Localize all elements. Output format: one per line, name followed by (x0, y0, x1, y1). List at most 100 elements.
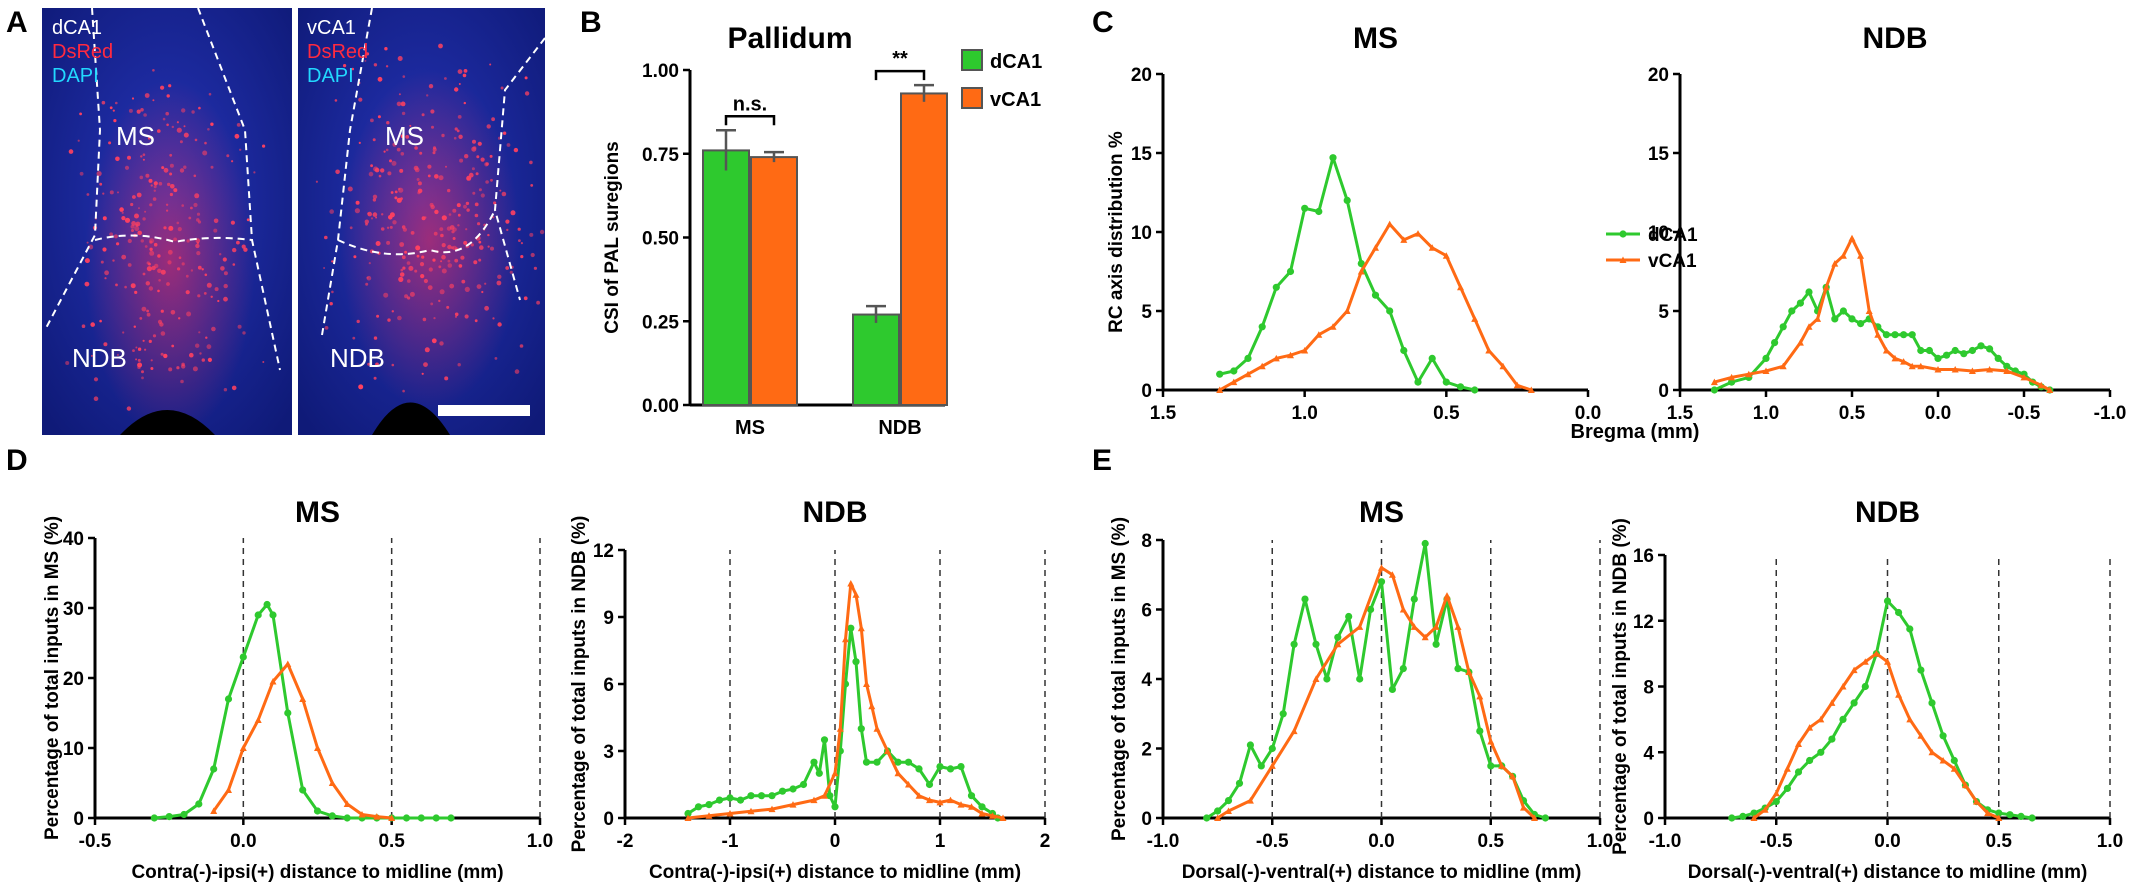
data-point-vca1 (1244, 370, 1252, 378)
data-point-dca1 (1951, 346, 1959, 355)
data-point-dca1 (705, 801, 713, 809)
x-tick-label: 1.0 (2097, 831, 2123, 852)
region-outline-right (321, 7, 546, 336)
data-point-dca1 (1900, 331, 1908, 339)
data-point-vca1 (1882, 347, 1890, 354)
dsred-cell (183, 132, 189, 138)
data-point-vca1 (1874, 331, 1882, 338)
data-point-vca1 (1386, 220, 1394, 228)
data-point-vca1 (1779, 362, 1787, 370)
dsred-cell (152, 99, 155, 102)
data-point-dca1 (1906, 625, 1914, 633)
dsred-cell (163, 353, 168, 359)
data-point-dca1 (826, 792, 834, 800)
bar-dca1-ms (702, 149, 750, 406)
x-axis-label-bregma: Bregma (mm) (1571, 421, 1700, 443)
data-point-dca1 (1400, 346, 1408, 355)
dsred-cell (239, 148, 242, 151)
data-point-vca1 (747, 807, 755, 815)
y-axis-label: CSI of PAL suregions (602, 141, 623, 334)
data-point-dca1 (1934, 354, 1942, 362)
dsred-cell (243, 247, 248, 252)
data-point-vca1 (821, 792, 828, 799)
y-tick-label: 6 (603, 675, 614, 696)
dsred-cell (136, 109, 141, 114)
data-point-dca1 (1831, 315, 1839, 323)
data-point-vca1 (210, 807, 218, 814)
dsred-cell (476, 284, 482, 289)
dsred-cell (168, 225, 174, 231)
dsred-cell (464, 286, 470, 292)
dsred-cell (475, 172, 479, 176)
y-tick-label: 0 (1658, 381, 1669, 402)
data-point-vca1 (1891, 354, 1899, 362)
dsred-cell (335, 169, 340, 175)
x-tick-label: 0.5 (378, 831, 405, 852)
x-tick-label: 0.5 (1433, 403, 1460, 424)
x-tick-label: -0.5 (1760, 831, 1793, 852)
data-point-dca1 (1895, 608, 1903, 617)
series-line-vca1 (212, 662, 392, 820)
data-point-dca1 (1839, 307, 1847, 315)
y-axis-label: RC axis distribution % (1106, 131, 1127, 333)
dsred-cell (135, 221, 141, 227)
dsred-cell (168, 367, 173, 372)
dsred-cell (484, 282, 487, 285)
dsred-cell (422, 317, 427, 322)
data-point-vca1 (1939, 757, 1947, 764)
dsred-cell (210, 122, 214, 126)
data-point-vca1 (1230, 378, 1238, 386)
x-tick-label: 0.0 (1925, 403, 1951, 424)
dsred-cell (478, 188, 482, 192)
data-point-vca1 (1831, 260, 1839, 267)
data-point-vca1 (1917, 732, 1925, 739)
data-point-dca1 (1456, 383, 1465, 391)
dsred-cell (405, 135, 410, 139)
dsred-cell (465, 201, 470, 206)
dsred-cell (147, 137, 151, 140)
dsred-cell (372, 194, 378, 199)
dsred-cell (457, 213, 461, 217)
panel-title: NDB (1855, 496, 1920, 529)
data-point-vca1 (1454, 623, 1462, 630)
significance-label: ** (892, 48, 908, 70)
dsred-cell (153, 189, 156, 192)
data-point-dca1 (936, 763, 944, 771)
dsred-cell (458, 83, 461, 85)
y-tick-label: 40 (63, 529, 84, 550)
data-point-dca1 (1356, 675, 1364, 683)
dsred-cell (163, 226, 167, 230)
data-point-dca1 (1279, 710, 1287, 718)
dsred-cell (161, 166, 165, 170)
data-point-vca1 (1995, 814, 2003, 821)
dsred-cell (113, 234, 118, 239)
dsred-cell (375, 216, 378, 219)
dsred-cell (505, 266, 510, 270)
dsred-cell (113, 119, 117, 123)
y-tick-label: 8 (1141, 531, 1152, 552)
dsred-cell (472, 139, 476, 144)
data-point-vca1 (358, 811, 366, 818)
data-point-vca1 (1485, 347, 1493, 354)
dsred-cell (198, 331, 201, 334)
data-point-dca1 (1371, 291, 1380, 299)
panel-d-ms: 0 10 20 30 40 -0.5 0.0 0.5 1.0 MS Contra(-)-ipsi(+… (42, 496, 553, 883)
dsred-cell (441, 254, 446, 260)
data-point-vca1 (2020, 373, 2028, 381)
dsred-cell (236, 123, 241, 127)
data-point-vca1 (1432, 623, 1440, 630)
dsred-cell (413, 165, 419, 171)
dsred-cell (444, 77, 447, 80)
dsred-cell (84, 258, 90, 264)
panel-letter-e: E (1092, 444, 1112, 477)
data-point-vca1 (1343, 307, 1351, 314)
dsred-cell (189, 352, 194, 358)
dsred-cell (496, 280, 502, 286)
dsred-cell (134, 213, 139, 219)
dsred-cell (153, 242, 158, 247)
x-tick-label: 2 (1040, 831, 1051, 852)
dsred-cell (364, 219, 369, 224)
data-point-vca1 (1334, 640, 1342, 648)
dsred-cell (160, 352, 164, 356)
dsred-cell (201, 358, 205, 362)
